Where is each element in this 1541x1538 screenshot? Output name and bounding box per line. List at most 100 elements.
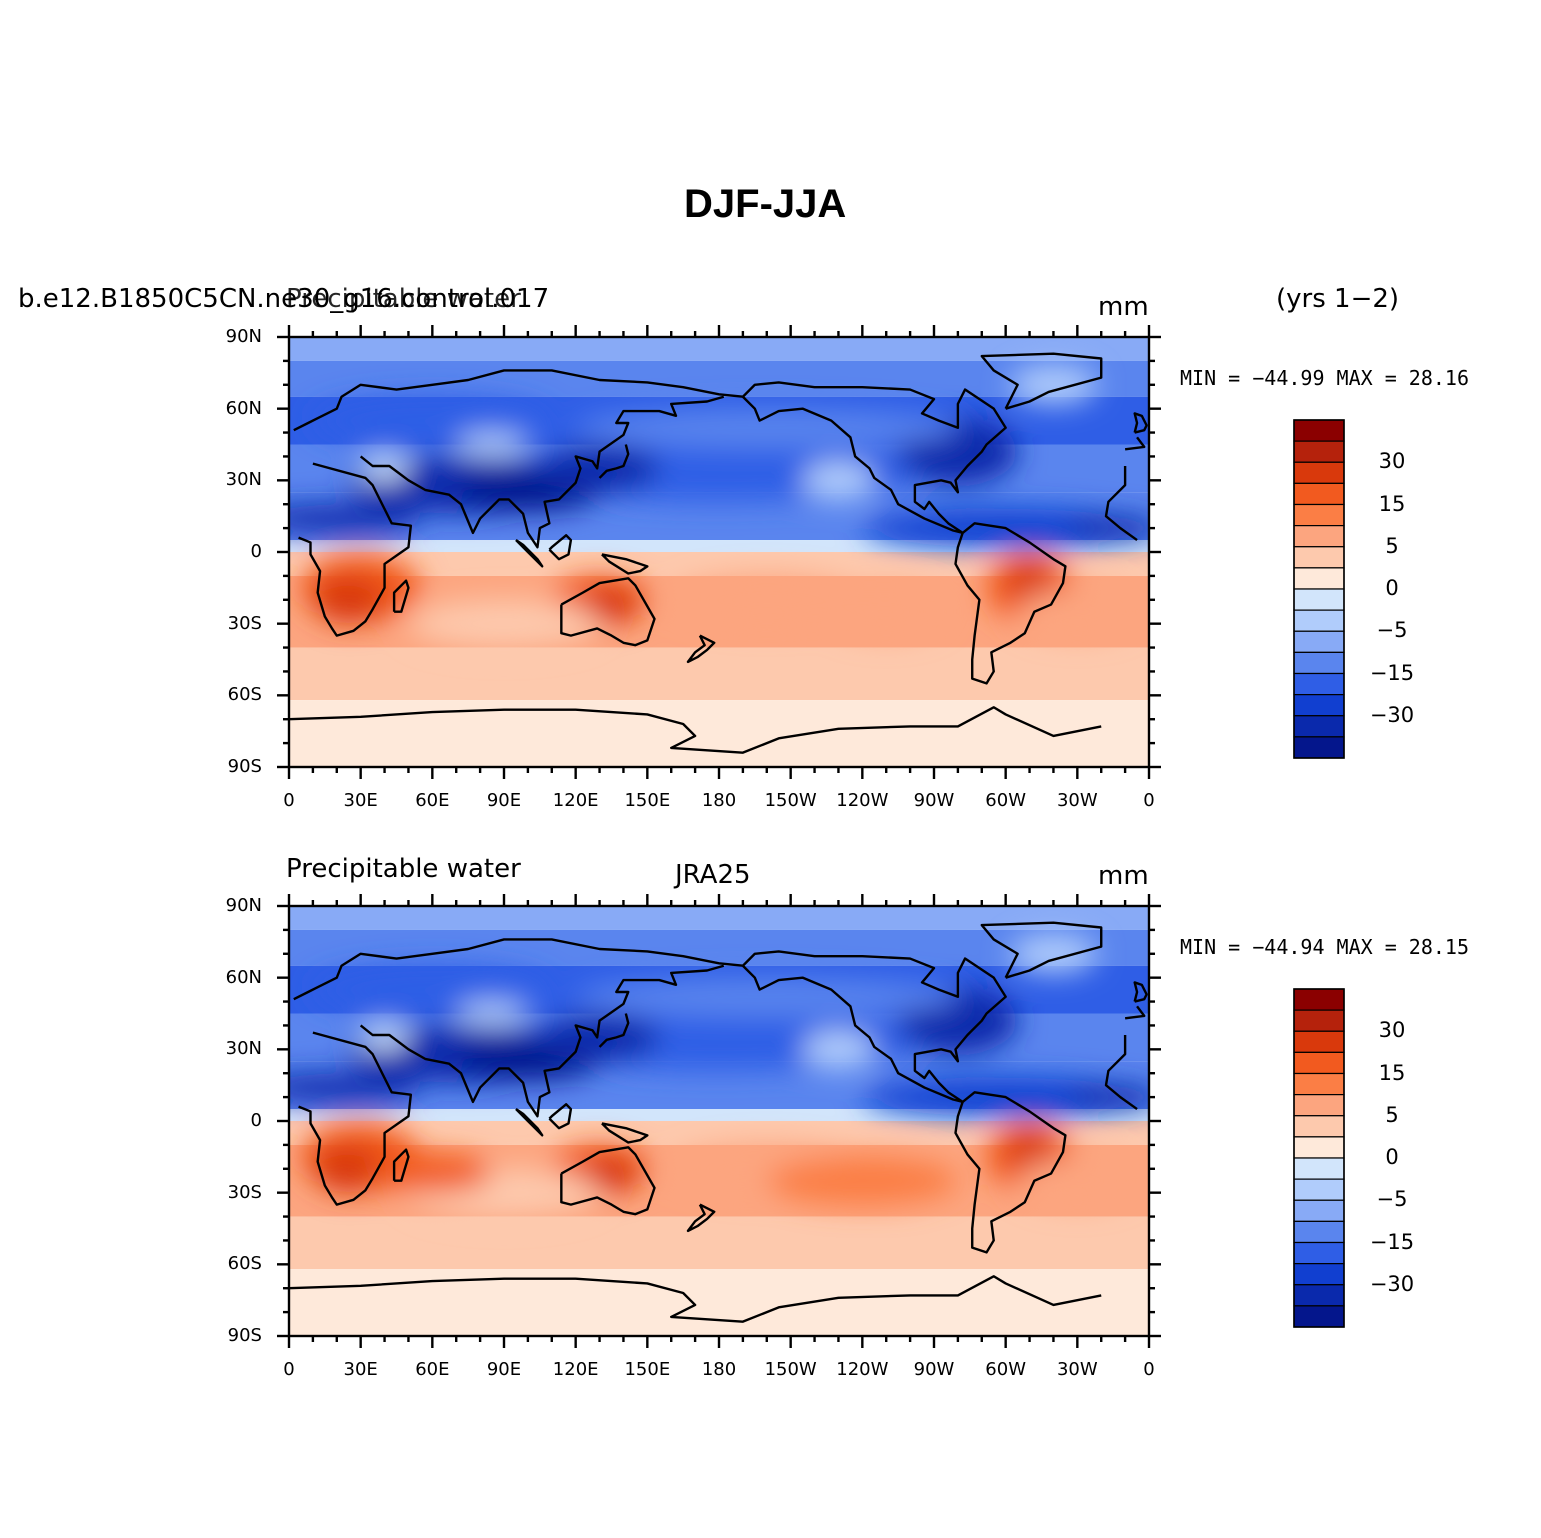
lat-tick-label: 90S	[227, 1325, 262, 1346]
colorbar-label: −15	[1369, 1229, 1415, 1254]
colorbar-label: 0	[1385, 576, 1399, 600]
colorbar-label: 5	[1385, 1102, 1399, 1127]
colorbar-1	[1293, 419, 1345, 759]
coastline	[598, 1013, 630, 1048]
colorbar-box	[1293, 440, 1345, 463]
coastline	[598, 444, 630, 479]
field-contour	[539, 444, 660, 493]
colorbar-box	[1293, 988, 1345, 1011]
coastline	[601, 1122, 649, 1144]
lon-tick-label: 60E	[415, 790, 450, 811]
map-panel-1	[277, 325, 1161, 779]
colorbar-box	[1293, 419, 1345, 442]
coastline	[686, 1203, 716, 1233]
lat-tick-label: 90S	[227, 756, 262, 777]
colorbar-label: 15	[1378, 491, 1406, 516]
lat-tick-label: 60S	[227, 1253, 262, 1275]
lon-tick-label: 60W	[985, 1359, 1027, 1380]
colorbar-box	[1293, 630, 1345, 653]
lon-tick-label: 120E	[552, 1359, 599, 1380]
lat-tick-label: 30S	[227, 1181, 262, 1203]
lat-tick-label: 90N	[225, 895, 262, 916]
panel2-dataset-label: JRA25	[675, 860, 751, 890]
field-contour	[1065, 516, 1149, 541]
colorbar-box	[1293, 1115, 1345, 1138]
colorbar-box	[1293, 1030, 1345, 1053]
colorbar-box	[1293, 1284, 1345, 1307]
lon-tick-label: 120E	[552, 790, 599, 811]
field-contour	[360, 1025, 409, 1050]
colorbar-label: 15	[1378, 1060, 1406, 1085]
lon-tick-label: 0	[1143, 790, 1155, 811]
colorbar-box	[1293, 1220, 1345, 1244]
lon-tick-label: 60E	[415, 1359, 450, 1380]
lat-tick-label: 60S	[227, 684, 262, 706]
coastline	[548, 1103, 573, 1130]
field-band	[289, 647, 1149, 701]
colorbar-box	[1293, 1241, 1345, 1265]
lon-tick-label: 60W	[985, 790, 1027, 811]
lon-tick-label: 120W	[836, 1359, 889, 1380]
lon-tick-label: 30W	[1056, 1359, 1098, 1380]
field-band	[289, 1216, 1149, 1270]
field-band	[289, 1121, 1149, 1145]
field-contour	[1005, 1130, 1054, 1169]
field-contour	[582, 585, 641, 624]
lat-tick-label: 30S	[227, 612, 262, 634]
colorbar-box	[1293, 609, 1345, 632]
figure-title: DJF-JJA	[684, 182, 847, 226]
coastline	[686, 634, 716, 664]
coastline	[359, 395, 725, 549]
colorbar-box	[1293, 1305, 1345, 1328]
colorbar-box	[1293, 1072, 1345, 1096]
colorbar-box	[1293, 1199, 1345, 1222]
lon-tick-label: 150W	[764, 1359, 817, 1380]
colorbar-box	[1293, 461, 1345, 484]
field-band	[289, 540, 1149, 552]
field-contour	[360, 456, 409, 481]
field-contour	[312, 965, 552, 1014]
colorbar-box	[1293, 672, 1345, 696]
coastline	[359, 964, 725, 1118]
lat-tick-label: 60N	[225, 966, 262, 988]
coastline	[560, 577, 656, 647]
colorbar-box	[1293, 1178, 1345, 1201]
field-contour	[1017, 587, 1138, 636]
coastline	[392, 1148, 410, 1182]
panel2-variable-label: Precipitable water	[286, 854, 521, 884]
field-contour	[1017, 1156, 1138, 1205]
panel1-case-label: b.e12.B1850C5CN.ne30_g16.control.017	[18, 284, 550, 314]
field-contour	[456, 432, 528, 457]
map-panel-2	[277, 894, 1161, 1348]
field-band	[289, 1269, 1149, 1336]
lon-tick-label: 90E	[486, 790, 522, 811]
colorbar-label: 0	[1385, 1145, 1399, 1169]
field-contour	[456, 1001, 528, 1026]
field-band	[289, 700, 1149, 767]
lon-tick-label: 0	[283, 790, 295, 811]
coastline	[742, 950, 1007, 1104]
field-band	[289, 337, 1149, 361]
coastline	[980, 921, 1103, 979]
coastline	[560, 1146, 656, 1216]
coastline	[954, 522, 1067, 685]
lon-tick-label: 0	[283, 1359, 295, 1380]
coastline	[742, 381, 1007, 535]
field-band	[289, 1109, 1149, 1121]
field-contour	[575, 408, 958, 447]
field-contour	[312, 575, 385, 624]
colorbar-box	[1293, 482, 1345, 506]
colorbar-box	[1293, 1136, 1345, 1159]
coastline	[954, 1091, 1067, 1254]
field-contour	[802, 461, 875, 500]
colorbar-box	[1293, 694, 1345, 717]
field-contour	[1005, 561, 1054, 600]
colorbar-label: 5	[1385, 533, 1399, 558]
coastline	[601, 553, 649, 575]
lat-tick-label: 60N	[225, 397, 262, 419]
colorbar-box	[1293, 1263, 1345, 1286]
colorbar-box	[1293, 503, 1345, 527]
field-contour	[289, 504, 421, 533]
field-contour	[671, 575, 863, 624]
colorbar-label: −30	[1369, 702, 1415, 727]
